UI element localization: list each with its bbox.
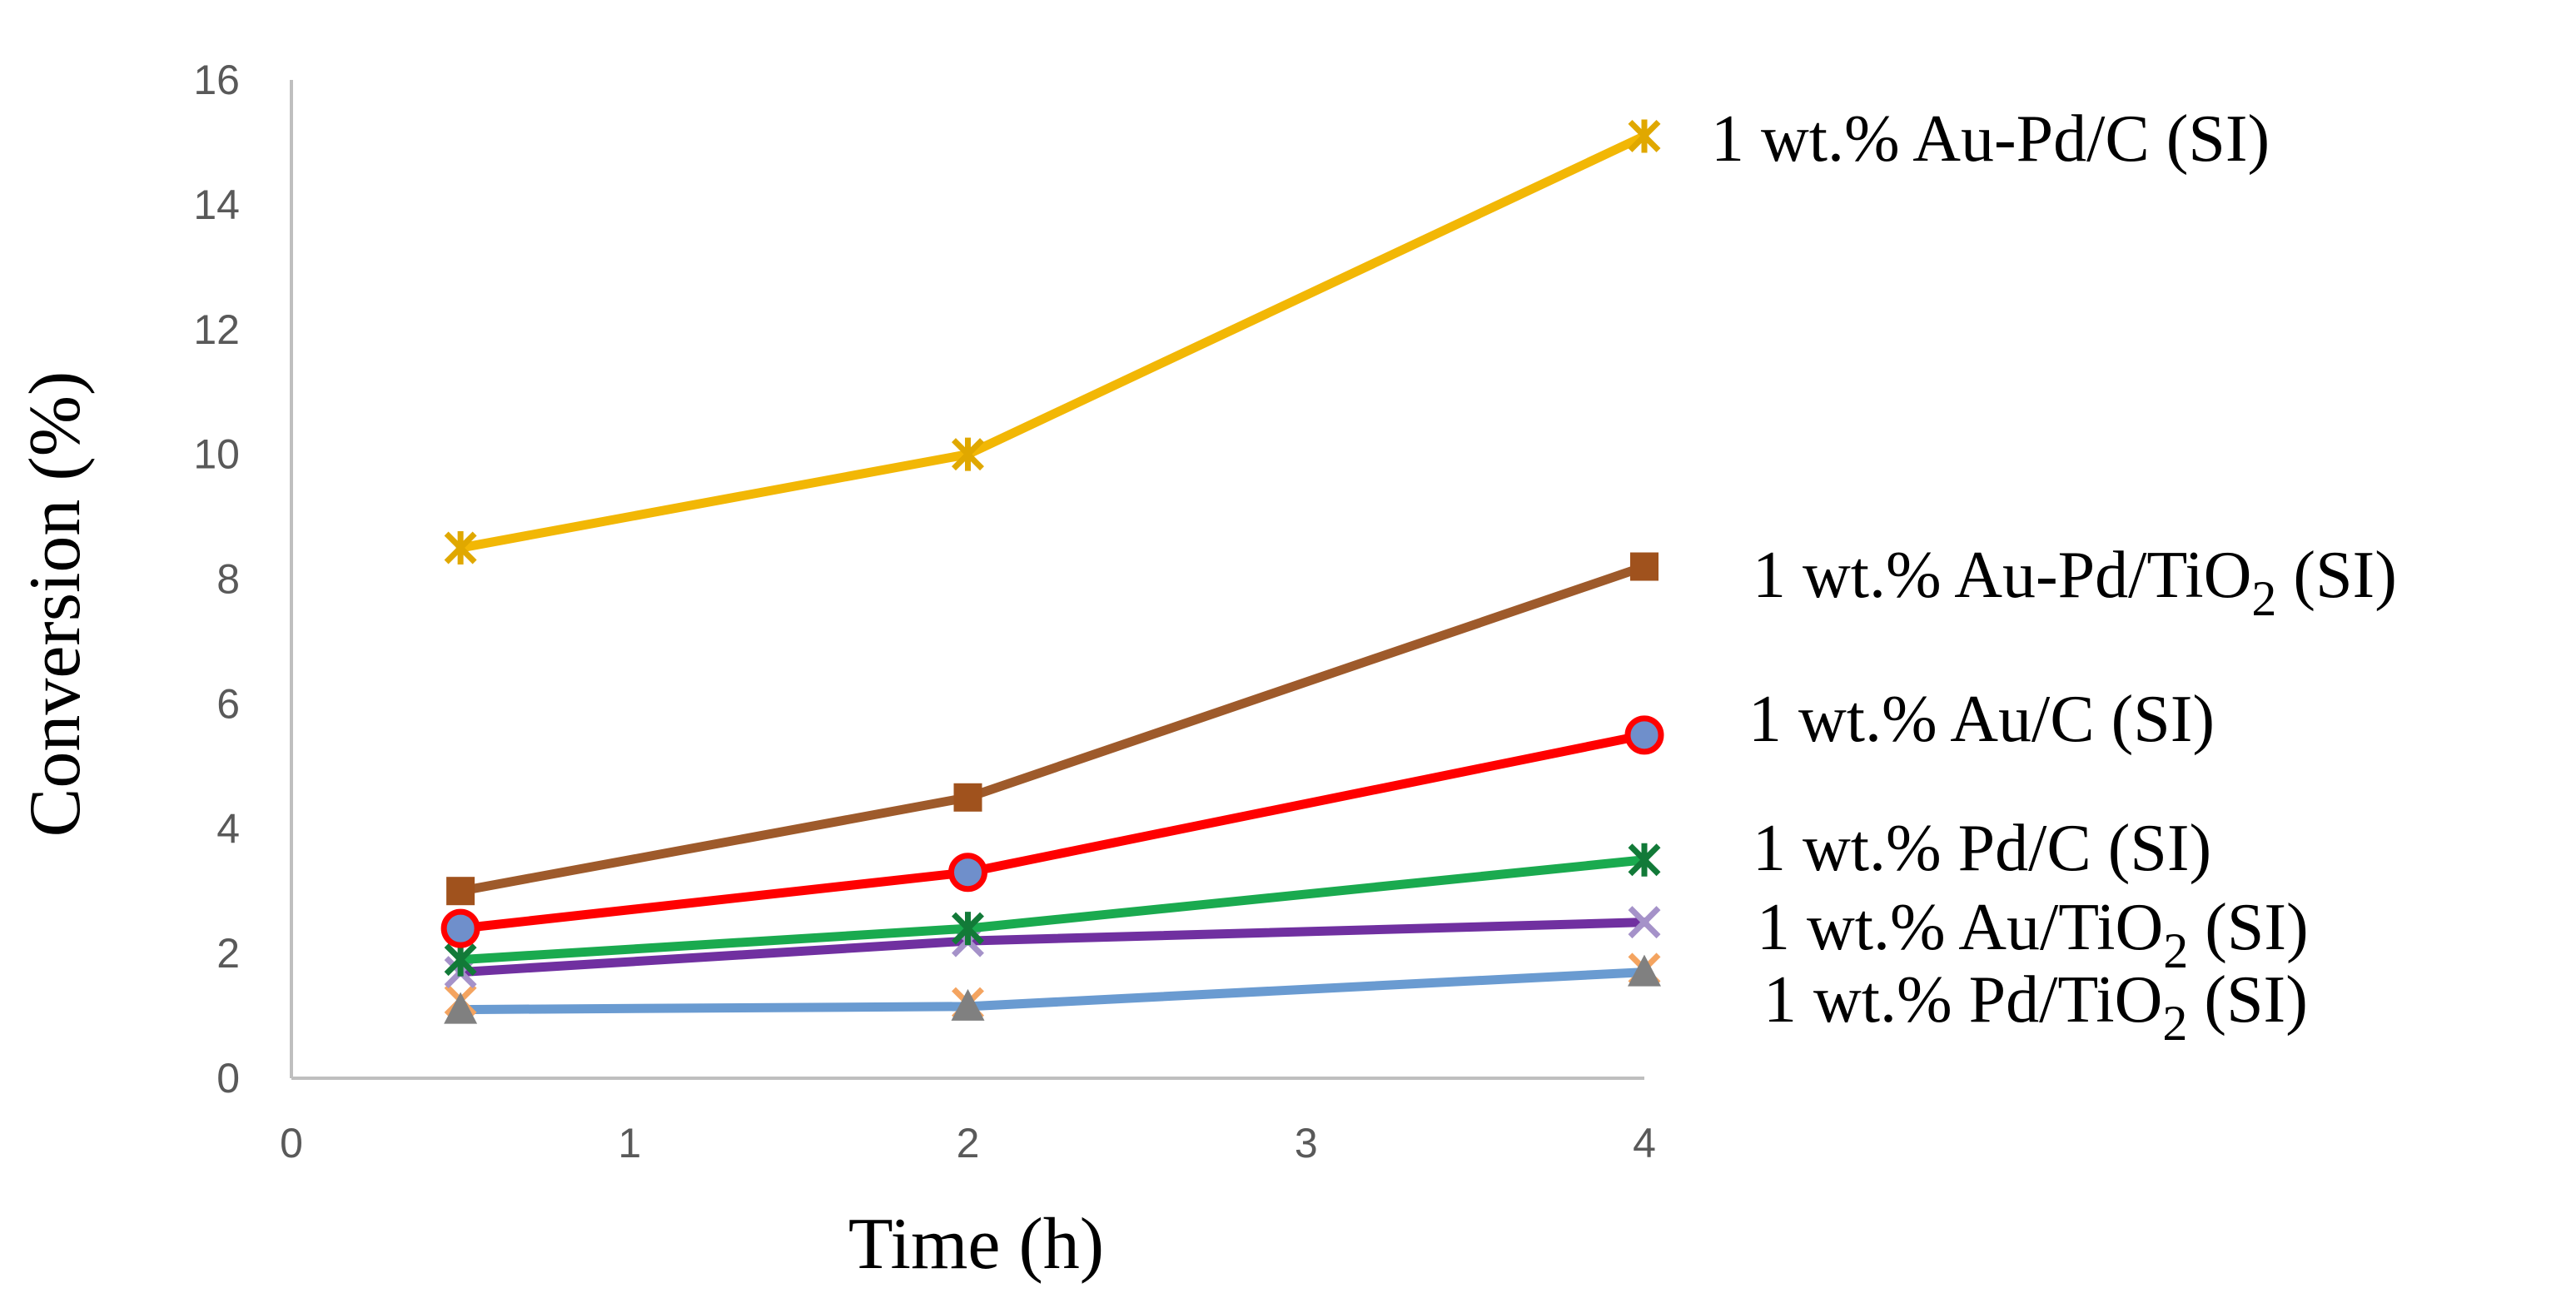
y-tick-labels: 0 2 4 6 8 10 12 14 16 xyxy=(193,57,240,1102)
series-label-main: 1 wt.% Au-Pd/C (SI) xyxy=(1711,102,2270,176)
data-point-marker xyxy=(953,783,982,812)
data-point-marker xyxy=(1628,954,1661,987)
series-label: 1 wt.% Au-Pd/C (SI) xyxy=(1711,102,2270,176)
series-label-tail: (SI) xyxy=(2188,891,2308,964)
data-point-marker xyxy=(444,942,477,977)
series-label: 1 wt.% Au/C (SI) xyxy=(1748,683,2215,756)
y-tick-label: 0 xyxy=(216,1055,240,1102)
plot-area xyxy=(440,119,1664,1024)
series-label: 1 wt.% Au-Pd/TiO2 (SI) xyxy=(1753,539,2397,626)
series-label: 1 wt.% Au/TiO2 (SI) xyxy=(1757,891,2309,978)
series-line xyxy=(455,967,1649,1015)
x-tick-label: 4 xyxy=(1633,1120,1656,1166)
series-5 xyxy=(444,952,1661,1024)
series-label-tail: (SI) xyxy=(2276,539,2396,612)
x-tick-label: 0 xyxy=(280,1120,303,1166)
series-labels: 1 wt.% Au-Pd/C (SI)1 wt.% Au-Pd/TiO2 (SI… xyxy=(1711,102,2397,1051)
data-point-marker xyxy=(1628,906,1661,939)
series-0 xyxy=(444,119,1661,565)
data-point-marker xyxy=(1628,119,1661,153)
data-point-marker xyxy=(948,853,987,893)
series-label: 1 wt.% Pd/TiO2 (SI) xyxy=(1763,963,2308,1051)
data-point-marker xyxy=(444,992,478,1024)
x-tick-label: 1 xyxy=(618,1120,641,1166)
y-tick-label: 14 xyxy=(193,182,240,228)
data-point-marker xyxy=(952,437,984,471)
x-tick-label: 2 xyxy=(957,1120,980,1166)
series-line xyxy=(455,131,1649,553)
y-tick-label: 6 xyxy=(216,680,240,727)
series-1 xyxy=(446,552,1658,906)
series-2 xyxy=(440,715,1664,948)
data-point-marker xyxy=(440,908,480,948)
series-label-subscript: 2 xyxy=(2163,923,2188,978)
data-point-marker xyxy=(1630,552,1658,581)
series-label-subscript: 2 xyxy=(2162,996,2187,1051)
data-point-marker xyxy=(951,988,985,1021)
series-label-main: 1 wt.% Au/TiO xyxy=(1757,891,2163,964)
data-point-marker xyxy=(1624,715,1664,755)
y-tick-label: 2 xyxy=(216,930,240,977)
y-tick-label: 12 xyxy=(193,306,240,353)
data-point-marker xyxy=(1628,843,1661,877)
series-line xyxy=(455,562,1649,896)
series-label-main: 1 wt.% Au/C (SI) xyxy=(1748,683,2215,756)
data-point-marker xyxy=(446,877,475,906)
series-3 xyxy=(444,843,1661,977)
series-label-subscript: 2 xyxy=(2251,571,2276,626)
y-axis-title: Conversion (%) xyxy=(15,371,96,838)
x-axis-title: Time (h) xyxy=(848,1204,1104,1285)
x-tick-label: 3 xyxy=(1295,1120,1318,1166)
y-tick-label: 10 xyxy=(193,431,240,478)
series-label-main: 1 wt.% Au-Pd/TiO xyxy=(1753,539,2251,612)
data-point-marker xyxy=(952,912,984,946)
series-label: 1 wt.% Pd/C (SI) xyxy=(1753,812,2211,885)
y-tick-label: 8 xyxy=(216,556,240,603)
y-tick-label: 4 xyxy=(216,805,240,852)
y-tick-label: 16 xyxy=(193,57,240,103)
axes xyxy=(290,80,1644,1080)
data-point-marker xyxy=(444,531,477,565)
series-label-main: 1 wt.% Pd/C (SI) xyxy=(1753,812,2211,885)
series-label-tail: (SI) xyxy=(2187,963,2307,1037)
x-tick-labels: 0 1 2 3 4 xyxy=(280,1120,1656,1166)
series-label-main: 1 wt.% Pd/TiO xyxy=(1763,963,2162,1037)
